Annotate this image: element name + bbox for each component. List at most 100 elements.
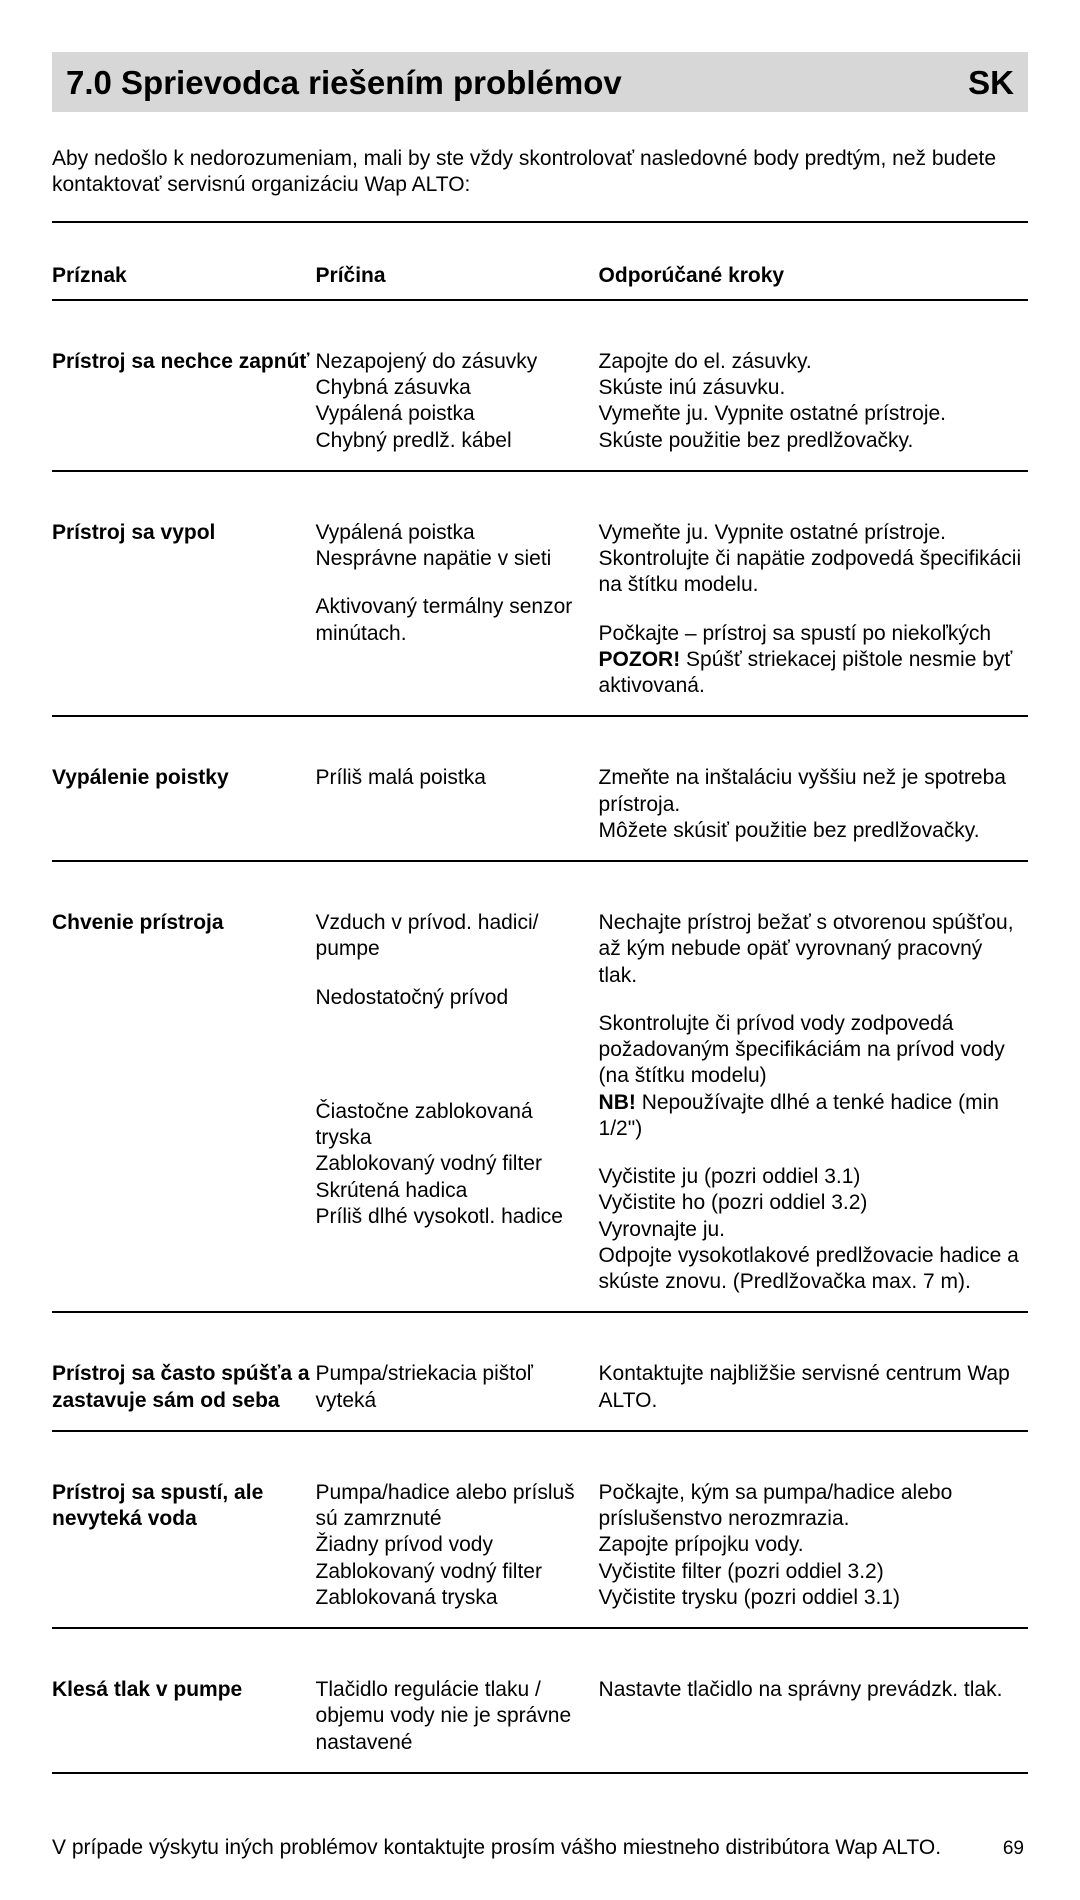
action-cell: Zmeňte na inštaláciu vyššiu než je spotr… bbox=[599, 749, 1028, 861]
cell-line: Príliš dlhé vysokotl. hadice bbox=[316, 1204, 593, 1230]
cell-line: Vymeňte ju. Vypnite ostatné prístroje. bbox=[599, 520, 1022, 546]
cell-line: Zapojte do el. zásuvky. bbox=[599, 349, 1022, 375]
emphasis: NB! bbox=[599, 1091, 636, 1114]
cell-line: Aktivovaný termálny senzor minútach. bbox=[316, 594, 593, 647]
table-row: Prístroj sa často spúšťa a zastavuje sám… bbox=[52, 1345, 1028, 1431]
cell-line: Vypálená poistka bbox=[316, 520, 593, 546]
cause-cell: Pumpa/hadice alebo prísluš sú zamrznutéŽ… bbox=[316, 1464, 599, 1628]
symptom-cell: Klesá tlak v pumpe bbox=[52, 1661, 316, 1773]
action-cell: Počkajte, kým sa pumpa/hadice alebo prís… bbox=[599, 1464, 1028, 1628]
symptom-cell: Prístroj sa často spúšťa a zastavuje sám… bbox=[52, 1345, 316, 1431]
cell-group: Nechajte prístroj bežať s otvorenou spúš… bbox=[599, 910, 1022, 989]
cell-line: Vyčistite trysku (pozri oddiel 3.1) bbox=[599, 1585, 1022, 1611]
section-title: 7.0 Sprievodca riešením problémov bbox=[66, 64, 622, 102]
cell-line: Chybná zásuvka bbox=[316, 375, 593, 401]
outro-paragraph: V prípade výskytu iných problémov kontak… bbox=[52, 1836, 1028, 1860]
cell-line: Vzduch v prívod. hadici/ pumpe bbox=[316, 910, 593, 963]
table-row: Vypálenie poistkyPríliš malá poistkaZmeň… bbox=[52, 749, 1028, 861]
symptom-cell: Chvenie prístroja bbox=[52, 894, 316, 1312]
table-row: Prístroj sa spustí, ale nevyteká vodaPum… bbox=[52, 1464, 1028, 1628]
cell-line: Nezapojený do zásuvky bbox=[316, 349, 593, 375]
table-row: Prístroj sa nechce zapnúťNezapojený do z… bbox=[52, 333, 1028, 471]
cell-line: Zablokovaný vodný filter bbox=[316, 1151, 593, 1177]
cause-cell: Tlačidlo regulácie tlaku / objemu vody n… bbox=[316, 1661, 599, 1773]
cause-cell: Nezapojený do zásuvkyChybná zásuvkaVypál… bbox=[316, 333, 599, 471]
cell-line: Skontrolujte či napätie zodpovedá špecif… bbox=[599, 546, 1022, 599]
cell-line: Zmeňte na inštaláciu vyššiu než je spotr… bbox=[599, 765, 1022, 818]
cell-group: Nedostatočný prívod bbox=[316, 985, 593, 1011]
cell-group: Počkajte – prístroj sa spustí po niekoľk… bbox=[599, 621, 1022, 700]
action-cell: Nastavte tlačidlo na správny prevádzk. t… bbox=[599, 1661, 1028, 1773]
cause-cell: Príliš malá poistka bbox=[316, 749, 599, 861]
cell-line: Vyčistite filter (pozri oddiel 3.2) bbox=[599, 1559, 1022, 1585]
cause-cell: Vzduch v prívod. hadici/ pumpe Nedostatoč… bbox=[316, 894, 599, 1312]
cell-group: Vypálená poistkaNesprávne napätie v siet… bbox=[316, 520, 593, 573]
cell-line: Čiastočne zablokovaná tryska bbox=[316, 1099, 593, 1152]
section-title-bar: 7.0 Sprievodca riešením problémov SK bbox=[52, 52, 1028, 112]
row-divider bbox=[52, 1312, 1028, 1345]
cell-line: Príliš malá poistka bbox=[316, 765, 593, 791]
col-header-cause: Príčina bbox=[316, 255, 599, 300]
troubleshooting-table: Príznak Príčina Odporúčané kroky Prístro… bbox=[52, 221, 1028, 1806]
cell-group: Vyčistite ju (pozri oddiel 3.1)Vyčistite… bbox=[599, 1164, 1022, 1295]
cell-line: Pumpa/hadice alebo prísluš sú zamrznuté bbox=[316, 1480, 593, 1533]
cell-line: Skúste použitie bez predlžovačky. bbox=[599, 428, 1022, 454]
cell-line: Počkajte – prístroj sa spustí po niekoľk… bbox=[599, 621, 1022, 647]
manual-page: 7.0 Sprievodca riešením problémov SK Aby… bbox=[0, 0, 1080, 1900]
cell-line: Skrútená hadica bbox=[316, 1178, 593, 1204]
cell-group: Aktivovaný termálny senzor minútach. bbox=[316, 594, 593, 647]
cell-line: Skúste inú zásuvku. bbox=[599, 375, 1022, 401]
action-cell: Kontaktujte najbližšie servisné centrum … bbox=[599, 1345, 1028, 1431]
table-row: Prístroj sa vypolVypálená poistkaNespráv… bbox=[52, 504, 1028, 717]
cell-line: Vypálená poistka bbox=[316, 401, 593, 427]
cell-line: Nechajte prístroj bežať s otvorenou spúš… bbox=[599, 910, 1022, 989]
cell-line: Skontrolujte či prívod vody zodpovedá po… bbox=[599, 1011, 1022, 1090]
cause-cell: Vypálená poistkaNesprávne napätie v siet… bbox=[316, 504, 599, 717]
action-cell: Zapojte do el. zásuvky.Skúste inú zásuvk… bbox=[599, 333, 1028, 471]
emphasis: POZOR! bbox=[599, 648, 681, 671]
symptom-cell: Prístroj sa nechce zapnúť bbox=[52, 333, 316, 471]
intro-paragraph: Aby nedošlo k nedorozumeniam, mali by st… bbox=[52, 146, 1028, 199]
cell-line: POZOR! Spúšť striekacej pištole nesmie b… bbox=[599, 647, 1022, 700]
row-divider bbox=[52, 1431, 1028, 1464]
action-cell: Nechajte prístroj bežať s otvorenou spúš… bbox=[599, 894, 1028, 1312]
cell-group: Vymeňte ju. Vypnite ostatné prístroje.Sk… bbox=[599, 520, 1022, 599]
col-header-symptom: Príznak bbox=[52, 255, 316, 300]
cell-line: Nedostatočný prívod bbox=[316, 985, 593, 1011]
cell-line: Žiadny prívod vody bbox=[316, 1532, 593, 1558]
cell-line: Počkajte, kým sa pumpa/hadice alebo prís… bbox=[599, 1480, 1022, 1533]
cause-cell: Pumpa/striekacia pištoľ vyteká bbox=[316, 1345, 599, 1431]
cell-line: Zablokovaná tryska bbox=[316, 1585, 593, 1611]
cell-line: Vyčistite ju (pozri oddiel 3.1) bbox=[599, 1164, 1022, 1190]
cell-line: Zapojte prípojku vody. bbox=[599, 1532, 1022, 1558]
row-divider bbox=[52, 1628, 1028, 1661]
row-divider bbox=[52, 861, 1028, 894]
cell-line: Chybný predlž. kábel bbox=[316, 428, 593, 454]
cell-group: Vzduch v prívod. hadici/ pumpe bbox=[316, 910, 593, 963]
col-header-action: Odporúčané kroky bbox=[599, 255, 1028, 300]
cell-line: Pumpa/striekacia pištoľ vyteká bbox=[316, 1361, 593, 1414]
cell-line: NB! Nepoužívajte dlhé a tenké hadice (mi… bbox=[599, 1090, 1022, 1143]
language-code: SK bbox=[968, 64, 1014, 102]
cell-line: Kontaktujte najbližšie servisné centrum … bbox=[599, 1361, 1022, 1414]
symptom-cell: Prístroj sa vypol bbox=[52, 504, 316, 717]
action-cell: Vymeňte ju. Vypnite ostatné prístroje.Sk… bbox=[599, 504, 1028, 717]
cell-line: Vyrovnajte ju. bbox=[599, 1217, 1022, 1243]
page-number: 69 bbox=[1003, 1838, 1024, 1860]
table-row: Chvenie prístrojaVzduch v prívod. hadici… bbox=[52, 894, 1028, 1312]
table-row: Klesá tlak v pumpeTlačidlo regulácie tla… bbox=[52, 1661, 1028, 1773]
cell-line: Vymeňte ju. Vypnite ostatné prístroje. bbox=[599, 401, 1022, 427]
row-divider bbox=[52, 471, 1028, 504]
cell-line: Nesprávne napätie v sieti bbox=[316, 546, 593, 572]
cell-line: Nastavte tlačidlo na správny prevádzk. t… bbox=[599, 1677, 1022, 1703]
cell-line: Tlačidlo regulácie tlaku / objemu vody n… bbox=[316, 1677, 593, 1756]
table-header-row: Príznak Príčina Odporúčané kroky bbox=[52, 255, 1028, 300]
symptom-cell: Vypálenie poistky bbox=[52, 749, 316, 861]
cell-line: Môžete skúsiť použitie bez predlžovačky. bbox=[599, 818, 1022, 844]
cell-group: Skontrolujte či prívod vody zodpovedá po… bbox=[599, 1011, 1022, 1142]
cell-line: Zablokovaný vodný filter bbox=[316, 1559, 593, 1585]
row-divider bbox=[52, 716, 1028, 749]
cell-line: Odpojte vysokotlakové predlžovacie hadic… bbox=[599, 1243, 1022, 1296]
table-body: Prístroj sa nechce zapnúťNezapojený do z… bbox=[52, 333, 1028, 1806]
cell-group: Čiastočne zablokovaná tryskaZablokovaný … bbox=[316, 1099, 593, 1230]
